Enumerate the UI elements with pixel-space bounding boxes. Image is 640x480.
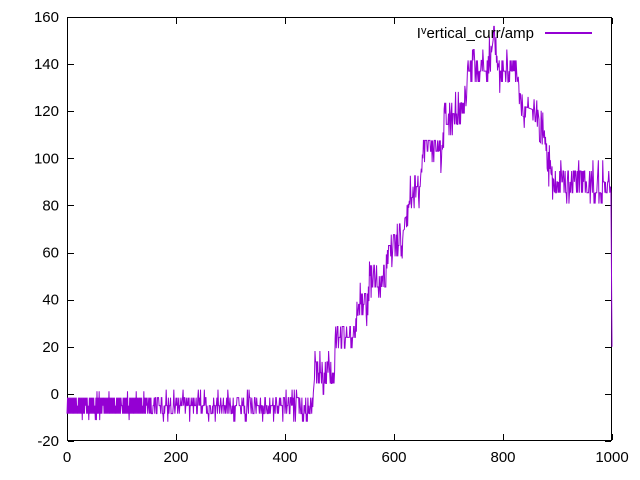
x-tick-label: 1000 [595, 449, 628, 466]
series-layer [66, 25, 613, 422]
legend-label-superscript: v [420, 25, 427, 37]
y-tick-label: 60 [42, 245, 59, 262]
plot-border [67, 17, 612, 441]
y-tick-label: 100 [34, 150, 59, 167]
legend-label-rest: ertical_curr/amp [426, 25, 534, 42]
x-tick-label: 800 [490, 449, 515, 466]
y-tick-label: 140 [34, 56, 59, 73]
axes-layer [67, 17, 613, 442]
x-tick-label: 0 [63, 449, 71, 466]
y-tick-label: 80 [42, 197, 59, 214]
y-tick-label: 0 [51, 386, 59, 403]
y-tick-label: 120 [34, 103, 59, 120]
legend: Ivertical_curr/amp [417, 23, 534, 42]
legend-label-prefix: I [416, 25, 421, 42]
x-tick-label: 600 [381, 449, 406, 466]
x-tick-label: 400 [272, 449, 297, 466]
y-tick-label: 160 [34, 9, 59, 26]
x-tick-label: 200 [163, 449, 188, 466]
legend-line-sample [545, 32, 592, 34]
y-tick-label: 20 [42, 339, 59, 356]
y-tick-label: 40 [42, 292, 59, 309]
series-line [66, 25, 613, 422]
y-tick-label: -20 [37, 433, 59, 450]
